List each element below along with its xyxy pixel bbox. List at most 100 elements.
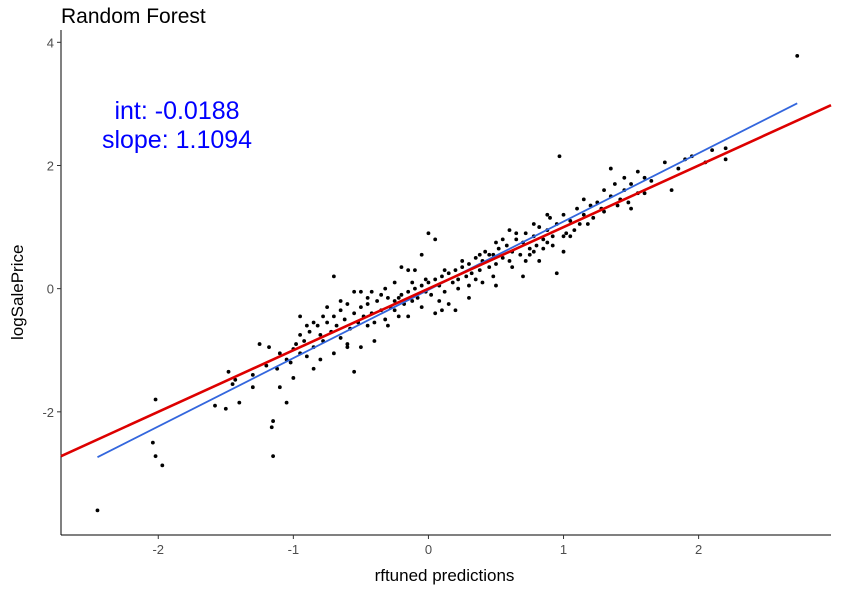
data-point (311, 366, 316, 371)
data-point (442, 268, 447, 273)
data-point (358, 289, 363, 294)
data-point (456, 286, 461, 291)
data-point (477, 268, 482, 273)
data-point (440, 308, 444, 313)
data-point (311, 320, 316, 325)
data-point (795, 53, 800, 58)
data-point (318, 357, 323, 362)
data-point (550, 243, 555, 248)
data-point (446, 271, 451, 276)
data-point (365, 302, 370, 306)
data-point (250, 372, 255, 377)
data-point (649, 178, 654, 183)
data-point (581, 212, 586, 217)
data-point (345, 302, 350, 306)
data-point (331, 314, 336, 319)
data-point (426, 231, 431, 236)
data-point (399, 265, 404, 270)
data-point (406, 268, 411, 273)
data-point (331, 351, 336, 356)
data-point (392, 280, 397, 285)
data-point (153, 454, 158, 459)
data-point (375, 299, 380, 303)
x-axis-label: rftuned predictions (374, 566, 515, 585)
data-point (615, 203, 620, 208)
data-point (487, 265, 492, 270)
data-point (602, 188, 606, 193)
data-point (365, 295, 370, 300)
data-point (325, 305, 330, 310)
data-point (406, 314, 411, 319)
data-point (325, 320, 330, 325)
data-point (531, 222, 536, 226)
data-point (460, 265, 465, 270)
x-tick-label: 1 (560, 542, 567, 557)
data-point (591, 215, 596, 220)
data-point (338, 336, 343, 340)
data-point (494, 240, 498, 245)
data-point (467, 283, 471, 288)
data-point (446, 302, 451, 306)
data-point (338, 308, 343, 313)
data-point (531, 249, 536, 254)
data-point (386, 295, 390, 300)
data-point (153, 397, 158, 402)
data-point (608, 166, 613, 171)
data-point (477, 252, 482, 257)
data-point (527, 246, 532, 251)
data-point (494, 262, 498, 266)
data-point (545, 212, 550, 217)
data-point (150, 440, 155, 445)
data-point (399, 292, 404, 297)
data-point (507, 228, 512, 233)
data-point (635, 169, 640, 174)
data-point (557, 154, 562, 159)
reference-line (60, 103, 832, 458)
data-point (642, 175, 647, 180)
data-point (453, 268, 458, 273)
data-point (271, 454, 275, 459)
data-point (383, 286, 388, 291)
data-point (410, 280, 415, 285)
data-point (561, 249, 566, 254)
data-point (304, 354, 309, 359)
data-point (504, 243, 509, 248)
y-axis-label: logSalePrice (8, 244, 27, 340)
data-point (267, 345, 271, 350)
data-point (467, 295, 471, 300)
data-point (561, 234, 566, 239)
data-point (581, 197, 586, 202)
data-point (396, 295, 401, 300)
data-point (523, 259, 528, 263)
data-point (271, 419, 275, 423)
data-point (545, 240, 550, 245)
data-point (288, 360, 293, 365)
data-point (352, 311, 357, 316)
data-point (561, 212, 566, 217)
data-point (372, 320, 377, 325)
data-point (450, 280, 455, 285)
x-tick-label: 0 (425, 542, 432, 557)
data-point (369, 289, 374, 294)
data-point (496, 246, 501, 251)
data-point (460, 259, 465, 263)
axes: -2 -1 0 1 2 -2 0 2 4 (42, 30, 831, 557)
data-point (365, 323, 370, 328)
data-point (537, 259, 542, 263)
data-point (379, 292, 384, 297)
data-point (257, 342, 262, 346)
data-point (629, 206, 633, 211)
data-point (500, 237, 505, 242)
data-point (523, 231, 528, 236)
data-point (568, 219, 573, 223)
data-point (577, 222, 582, 226)
data-point (383, 317, 388, 322)
data-point (494, 283, 498, 288)
data-point (440, 274, 444, 279)
data-point (358, 305, 363, 310)
y-tick-label: 0 (47, 282, 54, 297)
data-point (318, 332, 323, 337)
data-point (473, 255, 478, 260)
data-point (396, 314, 401, 319)
